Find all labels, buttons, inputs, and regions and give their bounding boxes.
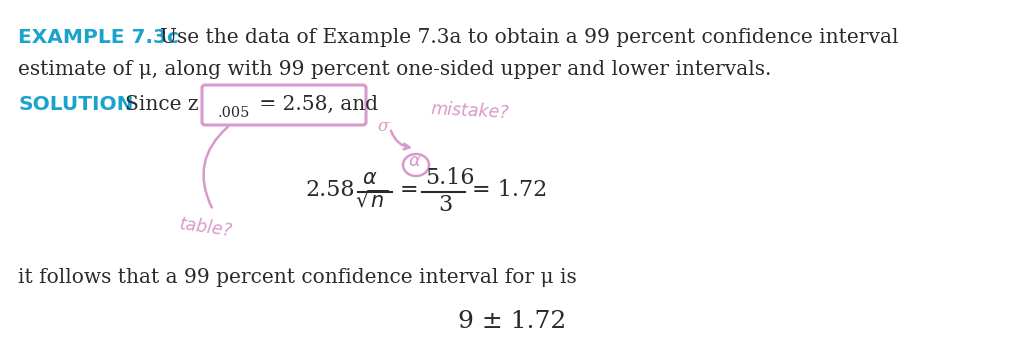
Text: 3: 3 xyxy=(438,194,453,216)
Text: EXAMPLE 7.3c: EXAMPLE 7.3c xyxy=(18,28,179,47)
Text: =: = xyxy=(400,179,419,201)
Text: 2.58: 2.58 xyxy=(305,179,354,201)
Text: 9 ± 1.72: 9 ± 1.72 xyxy=(458,310,566,333)
Text: it follows that a 99 percent confidence interval for μ is: it follows that a 99 percent confidence … xyxy=(18,268,577,287)
Text: 5.16: 5.16 xyxy=(425,167,474,189)
Text: Since z: Since z xyxy=(125,95,199,114)
Text: = 2.58, and: = 2.58, and xyxy=(253,95,378,114)
Text: .005: .005 xyxy=(218,106,251,120)
Text: σ: σ xyxy=(378,118,389,135)
Text: Use the data of Example 7.3a to obtain a 99 percent confidence interval: Use the data of Example 7.3a to obtain a… xyxy=(160,28,898,47)
Text: mistake?: mistake? xyxy=(430,100,509,122)
Text: table?: table? xyxy=(178,215,233,240)
Text: = 1.72: = 1.72 xyxy=(472,179,547,201)
Text: SOLUTION: SOLUTION xyxy=(18,95,133,114)
Text: $\alpha$: $\alpha$ xyxy=(362,169,378,187)
Text: $\alpha$: $\alpha$ xyxy=(408,152,422,170)
Text: $\sqrt{n}$: $\sqrt{n}$ xyxy=(355,189,389,211)
Text: estimate of μ, along with 99 percent one-sided upper and lower intervals.: estimate of μ, along with 99 percent one… xyxy=(18,60,771,79)
